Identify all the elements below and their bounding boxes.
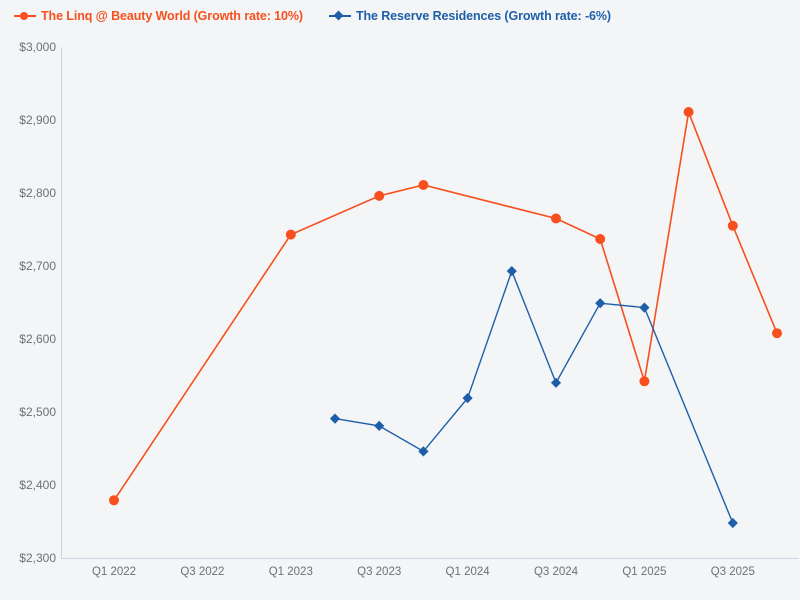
legend-label-linq: The Linq @ Beauty World (Growth rate: 10… [41,9,303,23]
y-tick-label: $2,600 [19,332,56,346]
y-axis-tick-labels: $2,300 $2,400 $2,500 $2,600 $2,700 $2,800 $2,9… [0,0,56,600]
y-tick-label: $2,300 [19,551,56,565]
data-point-marker[interactable] [285,229,296,240]
chart-legend: The Linq @ Beauty World (Growth rate: 10… [0,0,800,32]
legend-diamond-marker-icon [328,10,351,22]
data-point-marker[interactable] [374,420,385,431]
legend-item-linq[interactable]: The Linq @ Beauty World (Growth rate: 10… [14,9,303,23]
data-point-marker[interactable] [727,220,738,231]
y-tick-label: $2,900 [19,113,56,127]
y-tick-label: $2,500 [19,405,56,419]
legend-label-reserve: The Reserve Residences (Growth rate: -6%… [355,9,611,23]
data-point-marker[interactable] [551,213,561,224]
series-linq [109,107,782,506]
legend-dot-orange [20,12,28,20]
data-point-marker[interactable] [595,234,606,244]
data-point-marker[interactable] [418,180,429,190]
y-tick-label: $3,000 [19,40,56,54]
x-tick-label: Q3 2022 [180,566,225,578]
data-point-marker[interactable] [595,298,606,309]
data-point-marker[interactable] [418,446,429,457]
data-point-marker[interactable] [639,302,650,313]
x-tick-label: Q3 2025 [710,566,755,578]
legend-item-reserve[interactable]: The Reserve Residences (Growth rate: -6%… [328,9,611,23]
x-tick-label: Q3 2023 [357,566,402,578]
series-line [113,108,778,501]
data-point-marker[interactable] [683,107,694,117]
series-line [334,269,734,524]
y-tick-label: $2,800 [19,186,56,200]
x-tick-label: Q1 2022 [91,566,137,578]
data-point-marker[interactable] [506,266,517,277]
data-point-marker[interactable] [329,413,341,424]
legend-circle-marker-icon [14,10,36,22]
data-point-marker[interactable] [550,377,562,388]
y-axis-line [61,47,62,559]
x-tick-label: Q1 2023 [268,566,313,578]
y-tick-label: $2,700 [19,259,56,273]
y-tick-label: $2,400 [19,478,56,492]
data-point-marker[interactable] [772,328,782,339]
x-tick-label: Q1 2025 [622,566,667,578]
x-axis-line [61,558,799,559]
data-point-marker[interactable] [727,517,738,529]
x-tick-label: Q3 2024 [533,566,579,578]
data-point-marker[interactable] [374,190,385,201]
x-tick-label: Q1 2024 [445,566,490,578]
series-reserve [329,266,738,529]
data-point-marker[interactable] [639,376,650,387]
data-point-marker[interactable] [109,495,119,506]
data-point-marker[interactable] [462,393,473,404]
